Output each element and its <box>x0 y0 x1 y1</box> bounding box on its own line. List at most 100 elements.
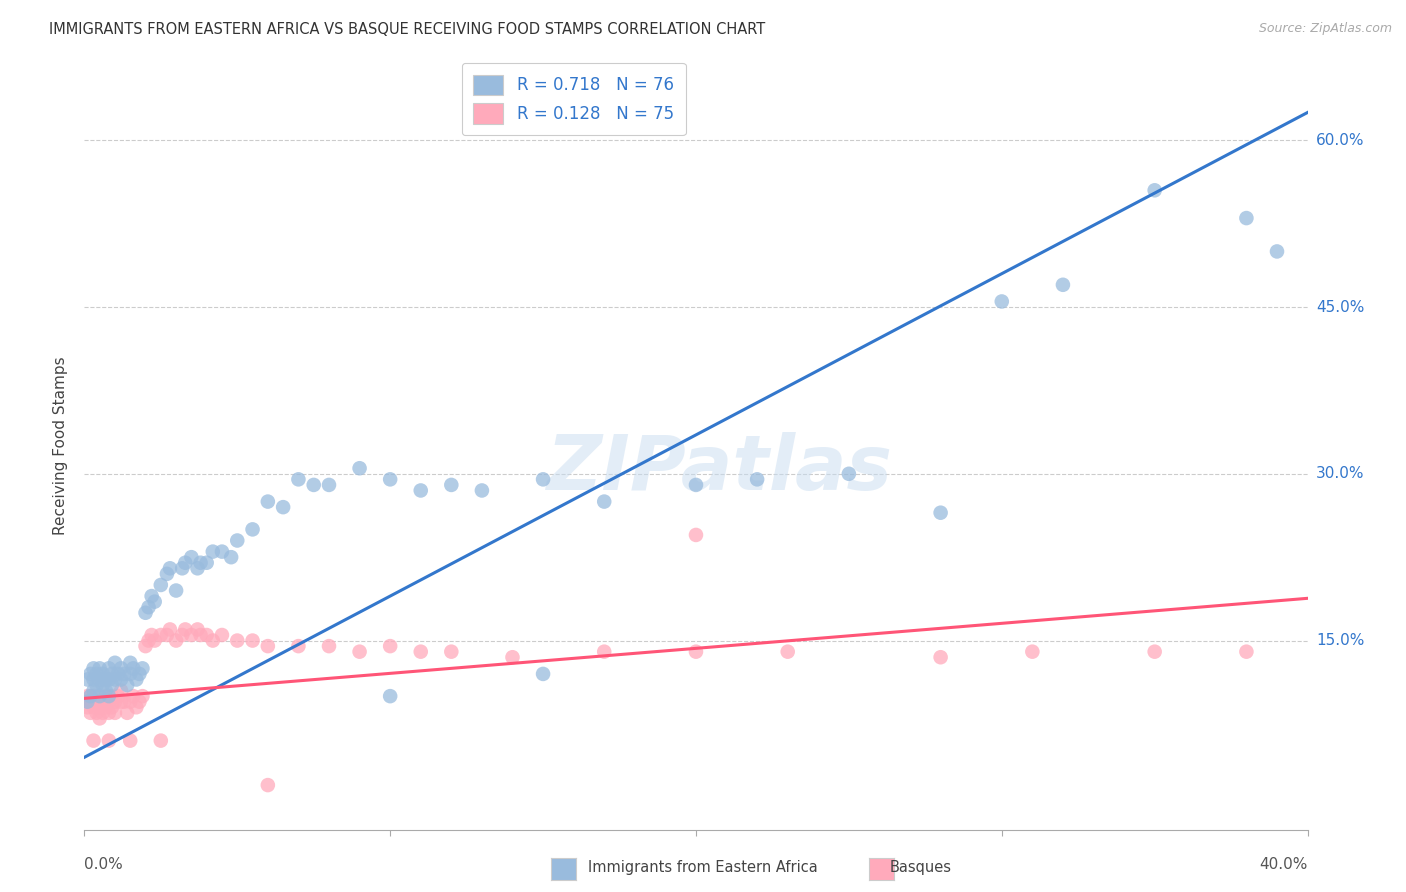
Point <box>122 661 145 675</box>
Text: 45.0%: 45.0% <box>1316 300 1364 315</box>
Point <box>76 695 98 709</box>
Point <box>190 556 212 570</box>
Point <box>115 706 138 720</box>
Point <box>180 550 202 565</box>
Point <box>174 556 197 570</box>
Point <box>79 706 101 720</box>
Legend: R = 0.718   N = 76, R = 0.128   N = 75: R = 0.718 N = 76, R = 0.128 N = 75 <box>461 63 686 136</box>
Point <box>79 689 101 703</box>
Text: Source: ZipAtlas.com: Source: ZipAtlas.com <box>1258 22 1392 36</box>
Point <box>1143 645 1166 659</box>
Text: 15.0%: 15.0% <box>1316 633 1364 648</box>
Point <box>91 667 114 681</box>
Point <box>94 700 117 714</box>
Point <box>89 700 111 714</box>
Point <box>89 673 111 687</box>
Point <box>349 461 371 475</box>
Point <box>76 700 98 714</box>
Point <box>97 673 120 687</box>
Text: IMMIGRANTS FROM EASTERN AFRICA VS BASQUE RECEIVING FOOD STAMPS CORRELATION CHART: IMMIGRANTS FROM EASTERN AFRICA VS BASQUE… <box>49 22 765 37</box>
Point <box>104 656 127 670</box>
Point <box>76 689 98 703</box>
Point <box>107 667 129 681</box>
Point <box>165 633 187 648</box>
Point <box>97 695 120 709</box>
Point <box>1021 645 1043 659</box>
Point <box>776 645 799 659</box>
Point <box>79 689 101 703</box>
Point <box>110 673 132 687</box>
Point <box>593 494 616 508</box>
Point <box>440 478 463 492</box>
Point <box>302 478 325 492</box>
Point <box>143 633 166 648</box>
Point <box>115 678 138 692</box>
Point <box>257 639 280 653</box>
Point <box>91 678 114 692</box>
Point <box>104 706 127 720</box>
Point <box>141 628 163 642</box>
Point <box>159 561 181 575</box>
Point <box>838 467 860 481</box>
Point <box>120 733 142 747</box>
Point <box>143 594 166 608</box>
Point <box>141 589 163 603</box>
Point <box>89 711 111 725</box>
Point <box>929 506 952 520</box>
Point <box>409 483 432 498</box>
Point <box>531 472 554 486</box>
Point <box>172 628 194 642</box>
Point <box>83 683 105 698</box>
Point <box>89 661 111 675</box>
Point <box>83 689 105 703</box>
Point <box>120 667 142 681</box>
Point <box>83 673 105 687</box>
Point <box>120 656 142 670</box>
Text: 40.0%: 40.0% <box>1260 857 1308 872</box>
Point <box>101 667 124 681</box>
Point <box>219 550 242 565</box>
Point <box>94 683 117 698</box>
Point <box>131 661 153 675</box>
Point <box>76 695 98 709</box>
Point <box>86 678 108 692</box>
Point <box>101 689 124 703</box>
Point <box>89 695 111 709</box>
Point <box>195 628 218 642</box>
Point <box>1236 645 1258 659</box>
Point <box>83 733 105 747</box>
Text: Basques: Basques <box>890 860 952 874</box>
Point <box>186 561 208 575</box>
Point <box>138 600 160 615</box>
Point <box>349 645 371 659</box>
Point <box>380 689 402 703</box>
Point <box>86 706 108 720</box>
Point <box>165 583 187 598</box>
Point <box>1052 277 1074 292</box>
Point <box>201 544 224 558</box>
Point <box>125 673 148 687</box>
Point <box>135 639 157 653</box>
Point <box>125 700 148 714</box>
Point <box>94 689 117 703</box>
Point <box>685 528 707 542</box>
Point <box>257 778 280 792</box>
Point <box>149 628 172 642</box>
Point <box>107 689 129 703</box>
Point <box>287 639 309 653</box>
Point <box>94 673 117 687</box>
Point <box>211 628 233 642</box>
Point <box>531 667 554 681</box>
Point <box>112 667 135 681</box>
Text: 30.0%: 30.0% <box>1316 467 1364 482</box>
Point <box>86 695 108 709</box>
Point <box>101 678 124 692</box>
Point <box>101 700 124 714</box>
Point <box>83 695 105 709</box>
Point <box>104 695 127 709</box>
Text: 0.0%: 0.0% <box>84 857 124 872</box>
Point <box>138 633 160 648</box>
Point <box>128 695 150 709</box>
Point <box>242 522 264 536</box>
Point <box>122 689 145 703</box>
